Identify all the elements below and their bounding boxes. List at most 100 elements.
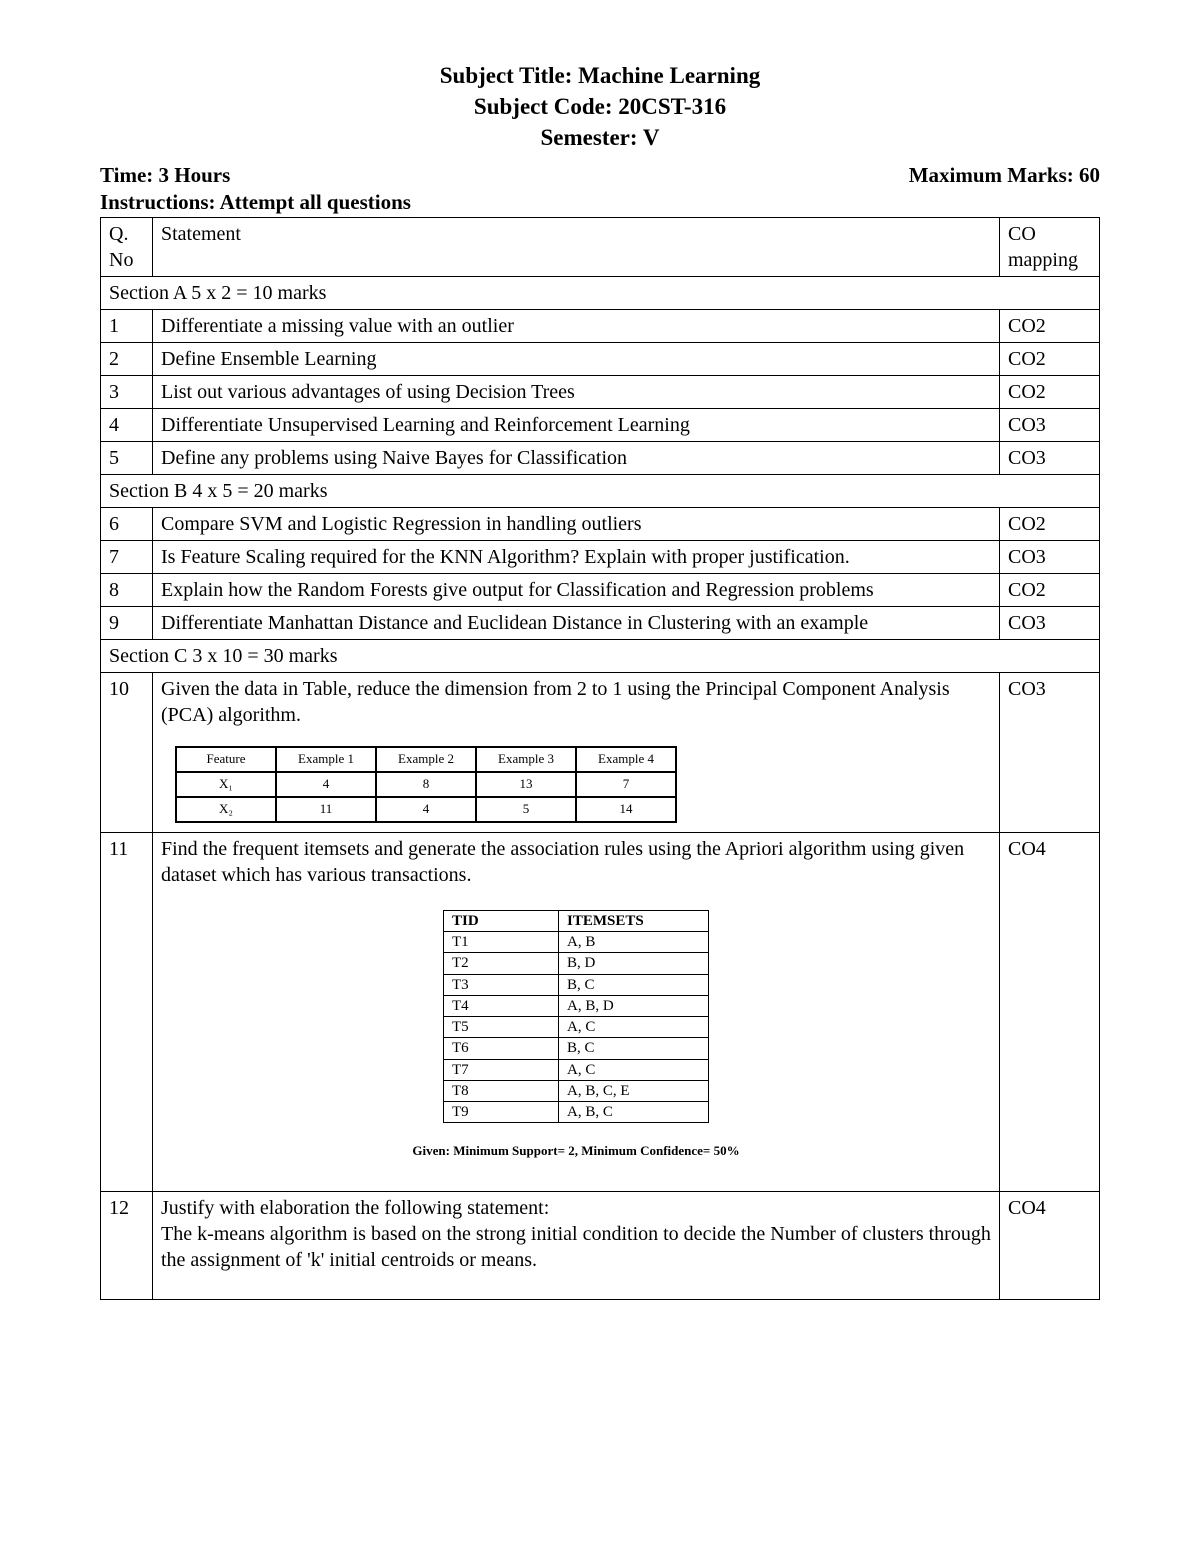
q-co: CO4 [1000, 1192, 1100, 1300]
q-no: 4 [101, 409, 153, 442]
given-line: Given: Minimum Support= 2, Minimum Confi… [161, 1143, 991, 1160]
table-header-row: Q. No Statement CO mapping [101, 218, 1100, 277]
apriori-row: T9A, B, C [444, 1102, 709, 1123]
pca-cell: X₂ [176, 797, 276, 822]
q-statement: List out various advantages of using Dec… [153, 376, 1000, 409]
apriori-items: A, B [559, 932, 709, 953]
apriori-items: A, B, C [559, 1102, 709, 1123]
pca-row: X₂ 11 4 5 14 [176, 797, 676, 822]
table-row: 9 Differentiate Manhattan Distance and E… [101, 607, 1100, 640]
apriori-tid: T2 [444, 953, 559, 974]
table-row: 3 List out various advantages of using D… [101, 376, 1100, 409]
q-co: CO3 [1000, 673, 1100, 833]
col-header-qno: Q. No [101, 218, 153, 277]
time-label: Time: 3 Hours [100, 163, 230, 188]
subject-code: Subject Code: 20CST-316 [100, 91, 1100, 122]
apriori-row: T7A, C [444, 1059, 709, 1080]
table-row: 10 Given the data in Table, reduce the d… [101, 673, 1100, 833]
pca-cell: X₁ [176, 772, 276, 797]
q-co: CO4 [1000, 832, 1100, 1191]
apriori-row: T8A, B, C, E [444, 1080, 709, 1101]
page-header: Subject Title: Machine Learning Subject … [100, 60, 1100, 153]
q-no: 5 [101, 442, 153, 475]
apriori-header: TID [444, 910, 559, 931]
q-co: CO2 [1000, 376, 1100, 409]
q-statement: Differentiate Manhattan Distance and Euc… [153, 607, 1000, 640]
table-row: 2 Define Ensemble Learning CO2 [101, 343, 1100, 376]
q-statement: Given the data in Table, reduce the dime… [153, 673, 1000, 833]
instructions: Instructions: Attempt all questions [100, 190, 1100, 215]
apriori-tid: T3 [444, 974, 559, 995]
q10-text: Given the data in Table, reduce the dime… [161, 678, 950, 726]
pca-cell: 4 [376, 797, 476, 822]
apriori-tid: T8 [444, 1080, 559, 1101]
pca-header: Example 4 [576, 747, 676, 772]
q-statement: Differentiate a missing value with an ou… [153, 310, 1000, 343]
apriori-header-row: TID ITEMSETS [444, 910, 709, 931]
table-row: 6 Compare SVM and Logistic Regression in… [101, 508, 1100, 541]
apriori-table: TID ITEMSETS T1A, B T2B, D T3B, C T4A, B… [443, 910, 709, 1124]
pca-cell: 14 [576, 797, 676, 822]
q-statement: Justify with elaboration the following s… [153, 1192, 1000, 1300]
subject-title: Subject Title: Machine Learning [100, 60, 1100, 91]
q-co: CO3 [1000, 409, 1100, 442]
apriori-items: B, C [559, 974, 709, 995]
apriori-items: A, B, D [559, 995, 709, 1016]
pca-cell: 13 [476, 772, 576, 797]
q-statement: Define any problems using Naive Bayes fo… [153, 442, 1000, 475]
question-table: Q. No Statement CO mapping Section A 5 x… [100, 217, 1100, 1300]
max-marks-label: Maximum Marks: 60 [909, 163, 1100, 188]
section-c-row: Section C 3 x 10 = 30 marks [101, 640, 1100, 673]
col-header-statement: Statement [153, 218, 1000, 277]
q-co: CO2 [1000, 574, 1100, 607]
table-row: 4 Differentiate Unsupervised Learning an… [101, 409, 1100, 442]
q-no: 7 [101, 541, 153, 574]
table-row: 11 Find the frequent itemsets and genera… [101, 832, 1100, 1191]
pca-header-row: Feature Example 1 Example 2 Example 3 Ex… [176, 747, 676, 772]
pca-header: Example 1 [276, 747, 376, 772]
section-a-row: Section A 5 x 2 = 10 marks [101, 277, 1100, 310]
q-no: 3 [101, 376, 153, 409]
apriori-header: ITEMSETS [559, 910, 709, 931]
section-b-row: Section B 4 x 5 = 20 marks [101, 475, 1100, 508]
apriori-items: A, C [559, 1059, 709, 1080]
semester: Semester: V [100, 122, 1100, 153]
table-row: 7 Is Feature Scaling required for the KN… [101, 541, 1100, 574]
pca-cell: 8 [376, 772, 476, 797]
apriori-row: T1A, B [444, 932, 709, 953]
q-statement: Compare SVM and Logistic Regression in h… [153, 508, 1000, 541]
q-statement: Explain how the Random Forests give outp… [153, 574, 1000, 607]
meta-row: Time: 3 Hours Maximum Marks: 60 [100, 163, 1100, 188]
q-no: 10 [101, 673, 153, 833]
q-co: CO3 [1000, 442, 1100, 475]
q-statement: Define Ensemble Learning [153, 343, 1000, 376]
table-row: 5 Define any problems using Naive Bayes … [101, 442, 1100, 475]
q-statement: Differentiate Unsupervised Learning and … [153, 409, 1000, 442]
apriori-items: B, D [559, 953, 709, 974]
apriori-items: B, C [559, 1038, 709, 1059]
section-b-title: Section B 4 x 5 = 20 marks [101, 475, 1100, 508]
apriori-tid: T1 [444, 932, 559, 953]
q-co: CO2 [1000, 343, 1100, 376]
q-statement: Is Feature Scaling required for the KNN … [153, 541, 1000, 574]
pca-header: Feature [176, 747, 276, 772]
pca-table: Feature Example 1 Example 2 Example 3 Ex… [175, 746, 677, 823]
q-no: 6 [101, 508, 153, 541]
q11-text: Find the frequent itemsets and generate … [161, 838, 964, 886]
apriori-tid: T9 [444, 1102, 559, 1123]
pca-header: Example 3 [476, 747, 576, 772]
col-header-co: CO mapping [1000, 218, 1100, 277]
pca-cell: 7 [576, 772, 676, 797]
pca-row: X₁ 4 8 13 7 [176, 772, 676, 797]
q-co: CO3 [1000, 607, 1100, 640]
apriori-row: T2B, D [444, 953, 709, 974]
apriori-items: A, C [559, 1017, 709, 1038]
pca-cell: 5 [476, 797, 576, 822]
apriori-row: T5A, C [444, 1017, 709, 1038]
q-co: CO2 [1000, 310, 1100, 343]
q-no: 11 [101, 832, 153, 1191]
q-no: 8 [101, 574, 153, 607]
apriori-tid: T4 [444, 995, 559, 1016]
apriori-tid: T6 [444, 1038, 559, 1059]
q-no: 12 [101, 1192, 153, 1300]
